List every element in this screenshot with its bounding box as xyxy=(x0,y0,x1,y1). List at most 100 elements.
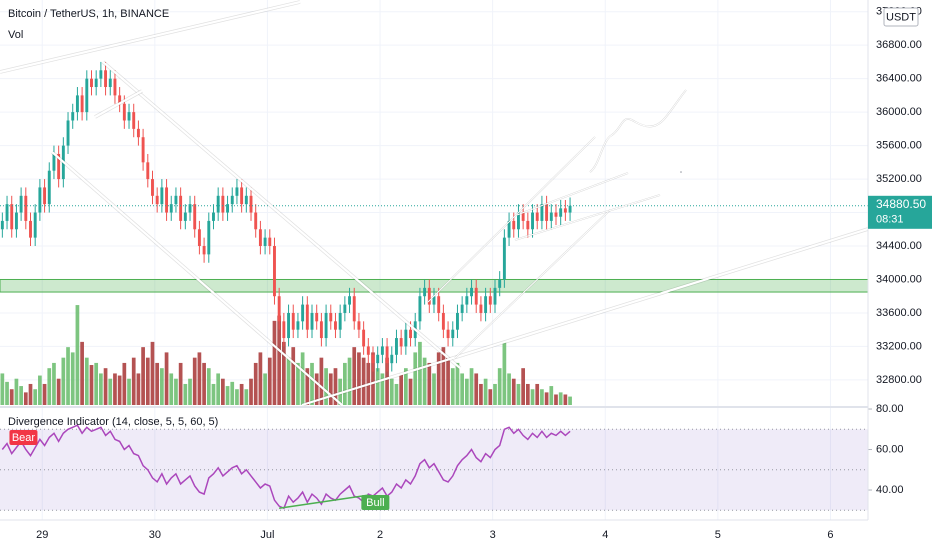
candle-body xyxy=(47,170,51,205)
trend-line xyxy=(94,90,143,118)
volume-bar xyxy=(249,378,253,405)
volume-bar xyxy=(371,352,375,405)
candle-body xyxy=(315,312,319,322)
indicator-line xyxy=(1,424,571,510)
volume-bar xyxy=(474,373,479,405)
volume-bar xyxy=(28,383,33,405)
volume-bar xyxy=(347,357,352,405)
candle-body xyxy=(43,187,47,205)
volume-bar xyxy=(239,383,244,405)
candle-body xyxy=(296,321,300,330)
volume-bar xyxy=(141,347,145,405)
volume-bar xyxy=(267,357,272,405)
candle-body xyxy=(385,346,389,364)
candle-body xyxy=(549,212,553,221)
volume-bar xyxy=(375,368,380,405)
candle-body xyxy=(563,208,567,213)
projection-path xyxy=(589,89,687,173)
volume-bar xyxy=(469,368,474,405)
candle-body xyxy=(244,195,248,205)
candle-body xyxy=(441,312,445,330)
grid xyxy=(0,0,868,520)
y-tick-label: 33200.00 xyxy=(876,340,922,352)
volume-bar xyxy=(235,389,239,405)
candle-body xyxy=(33,212,37,238)
volume-bar xyxy=(70,352,75,405)
candle-body xyxy=(352,296,356,322)
candle-body xyxy=(324,312,328,339)
volume-bar xyxy=(305,368,310,405)
candle-body xyxy=(371,354,375,364)
volume-bar xyxy=(14,378,19,405)
candle-body xyxy=(465,296,469,305)
candle-body xyxy=(395,338,398,355)
candle-body xyxy=(221,195,225,213)
candle-body xyxy=(338,312,342,330)
volume-bar xyxy=(75,305,80,405)
volume-bar xyxy=(211,383,216,405)
x-tick-label: 3 xyxy=(490,529,496,541)
volume-bar xyxy=(338,378,343,405)
volume-bar xyxy=(540,389,544,405)
candle-body xyxy=(179,195,183,221)
volume-bar xyxy=(361,357,366,405)
volume-bar xyxy=(263,373,267,405)
candle-body xyxy=(418,296,422,322)
candle-body xyxy=(498,279,502,288)
candle-body xyxy=(104,70,108,88)
bear-label: Bear xyxy=(12,432,36,444)
volume-bar xyxy=(380,373,385,405)
candle-body xyxy=(305,304,309,330)
volume-bar xyxy=(164,352,169,405)
volume-bar xyxy=(89,365,94,405)
volume-bar xyxy=(408,378,413,405)
volume-bar xyxy=(516,383,521,405)
currency-box[interactable] xyxy=(883,7,919,27)
dot xyxy=(680,171,682,173)
candle-body xyxy=(52,153,56,171)
volume-bar xyxy=(108,378,113,405)
volume-bar xyxy=(568,396,572,405)
candle-body xyxy=(113,78,117,96)
candle-body xyxy=(132,112,136,129)
candle-body xyxy=(390,354,394,364)
candle-body xyxy=(362,329,366,347)
volume-bar xyxy=(352,347,357,405)
candle-body xyxy=(38,187,42,213)
volume-bar xyxy=(103,368,108,405)
volume-bar xyxy=(324,368,328,405)
volume-bar xyxy=(563,394,568,405)
currency[interactable]: USDT xyxy=(886,11,916,23)
candle-body xyxy=(470,287,473,297)
volume-bar xyxy=(497,368,502,405)
volume-bar xyxy=(150,341,155,405)
volume-bar xyxy=(99,373,103,405)
candle-body xyxy=(94,78,98,88)
y-tick-label: 36800.00 xyxy=(876,39,922,51)
volume-bar xyxy=(131,357,136,405)
volume-bar xyxy=(192,357,197,405)
candle-body xyxy=(423,287,427,297)
candle-body xyxy=(235,187,239,196)
volume-bar xyxy=(357,352,361,405)
volume-bar xyxy=(258,352,263,405)
volume-bar xyxy=(310,362,314,405)
candle-body xyxy=(460,304,464,313)
volume-bar xyxy=(507,373,511,405)
volume-bar xyxy=(66,347,70,405)
volume-bar xyxy=(52,362,56,405)
indicator-band xyxy=(0,429,868,511)
volume-bar xyxy=(216,373,221,405)
candle-body xyxy=(291,312,295,330)
volume-bar xyxy=(42,383,47,405)
candle-body xyxy=(516,212,520,230)
volume-bar xyxy=(174,378,178,405)
thin-line xyxy=(454,209,611,359)
volume-bar xyxy=(127,378,131,405)
volume-bar xyxy=(483,378,488,405)
volume-bar xyxy=(441,347,446,405)
volume-bar xyxy=(5,381,9,405)
volume-bar xyxy=(511,378,516,405)
